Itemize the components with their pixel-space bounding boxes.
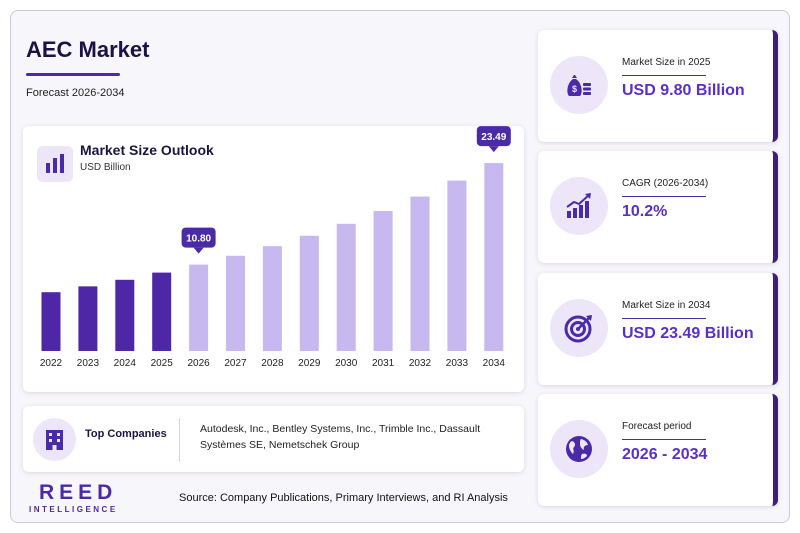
stat-label: Market Size in 2034 xyxy=(622,300,711,311)
stat-label: Market Size in 2025 xyxy=(622,57,711,68)
stat-value: 2026 - 2034 xyxy=(622,446,708,463)
brand-logo-subtitle: INTELLIGENCE xyxy=(29,505,118,514)
growth-chart-icon xyxy=(550,177,608,235)
bar-2029 xyxy=(299,235,319,351)
bar-2022 xyxy=(41,292,61,351)
bar-2030 xyxy=(336,223,356,351)
bar-2033 xyxy=(447,180,467,351)
stat-value: 10.2% xyxy=(622,203,668,220)
bar-chart-icon xyxy=(37,146,73,182)
chart-card: Market Size Outlook USD Billion 2022 2023… xyxy=(23,126,524,392)
data-callout-2034: 23.49 xyxy=(476,126,511,153)
x-tick-label: 2024 xyxy=(114,358,137,369)
x-tick-label: 2026 xyxy=(187,358,210,369)
chart-unit: USD Billion xyxy=(80,162,131,173)
x-tick-label: 2033 xyxy=(446,358,469,369)
stat-card-cagr: CAGR (2026-2034) 10.2% xyxy=(538,151,778,263)
title-underline xyxy=(26,73,120,76)
page-subtitle: Forecast 2026-2034 xyxy=(26,87,125,99)
x-tick-label: 2023 xyxy=(77,358,100,369)
stat-card-market-size-2025: $ Market Size in 2025 USD 9.80 Billion xyxy=(538,30,778,142)
stat-divider xyxy=(622,75,706,76)
brand-logo: REED xyxy=(39,481,118,504)
stat-label: CAGR (2026-2034) xyxy=(622,178,709,189)
x-tick-label: 2030 xyxy=(335,358,358,369)
x-tick-label: 2032 xyxy=(409,358,432,369)
x-tick-label: 2025 xyxy=(151,358,174,369)
bar-2034 xyxy=(484,163,504,351)
source-note: Source: Company Publications, Primary In… xyxy=(179,492,508,504)
top-companies-label: Top Companies xyxy=(85,428,167,440)
bar-2025 xyxy=(152,272,172,351)
x-tick-label: 2027 xyxy=(224,358,247,369)
bar-2032 xyxy=(410,196,430,351)
bar-2028 xyxy=(262,246,282,351)
top-companies-card: Top Companies Autodesk, Inc., Bentley Sy… xyxy=(23,406,524,472)
bar-chart: 2022 2023 2024 2025 2026 2027 2028 2029 2030 2031… xyxy=(40,126,511,369)
globe-icon xyxy=(550,420,608,478)
stat-divider xyxy=(622,318,706,319)
x-tick-label: 2031 xyxy=(372,358,395,369)
data-callout-2026: 10.80 xyxy=(181,227,216,254)
x-tick-label: 2034 xyxy=(483,358,506,369)
data-label: 10.80 xyxy=(186,234,211,245)
stat-card-market-size-2034: Market Size in 2034 USD 23.49 Billion xyxy=(538,273,778,385)
data-label: 23.49 xyxy=(481,132,506,143)
building-icon xyxy=(33,418,76,461)
stat-label: Forecast period xyxy=(622,421,692,432)
divider xyxy=(179,418,180,462)
chart-title: Market Size Outlook xyxy=(80,142,214,158)
bar-2026 xyxy=(189,264,209,351)
top-companies-list: Autodesk, Inc., Bentley Systems, Inc., T… xyxy=(200,423,481,451)
target-icon xyxy=(550,299,608,357)
stat-card-forecast-period: Forecast period 2026 - 2034 xyxy=(538,394,778,506)
bar-2023 xyxy=(78,286,98,351)
bar-2031 xyxy=(373,211,393,351)
bar-2027 xyxy=(226,255,245,351)
stat-value: USD 9.80 Billion xyxy=(622,82,745,99)
x-tick-label: 2028 xyxy=(261,358,284,369)
stat-value: USD 23.49 Billion xyxy=(622,325,754,342)
x-tick-label: 2029 xyxy=(298,358,321,369)
money-bag-icon: $ xyxy=(550,56,608,114)
stat-divider xyxy=(622,196,706,197)
page-title: AEC Market xyxy=(26,37,150,62)
svg-text:$: $ xyxy=(572,84,577,94)
bar-2024 xyxy=(115,279,135,351)
x-tick-label: 2022 xyxy=(40,358,63,369)
stat-divider xyxy=(622,439,706,440)
